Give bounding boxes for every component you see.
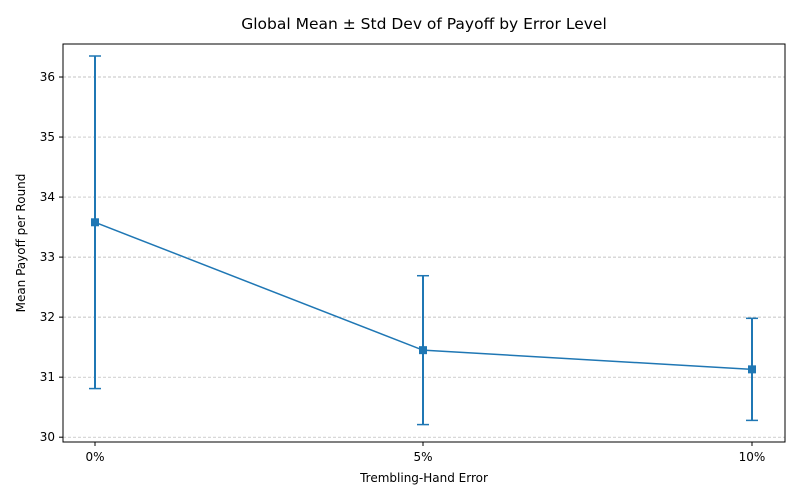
plot-frame	[62, 43, 786, 443]
x-tick-label: 0%	[85, 450, 104, 464]
y-tick-label: 31	[40, 370, 55, 384]
y-tick-label: 32	[40, 310, 55, 324]
x-axis-label: Trembling-Hand Error	[359, 471, 488, 485]
data-point	[748, 365, 756, 374]
y-tick-label: 30	[40, 430, 55, 444]
data-point	[91, 218, 99, 227]
y-tick-label: 34	[40, 190, 55, 204]
y-tick-label: 36	[40, 70, 55, 84]
y-axis-label: Mean Payoff per Round	[14, 174, 28, 313]
y-axis: 30 31 32 33 34 35 36	[40, 70, 63, 444]
series-plot	[89, 55, 758, 426]
x-axis: 0% 5% 10%	[85, 442, 765, 464]
x-tick-label: 5%	[413, 450, 432, 464]
data-point	[419, 346, 427, 355]
y-tick-label: 35	[40, 130, 55, 144]
y-tick-label: 33	[40, 250, 55, 264]
chart-title: Global Mean ± Std Dev of Payoff by Error…	[241, 15, 607, 33]
x-tick-label: 10%	[739, 450, 766, 464]
